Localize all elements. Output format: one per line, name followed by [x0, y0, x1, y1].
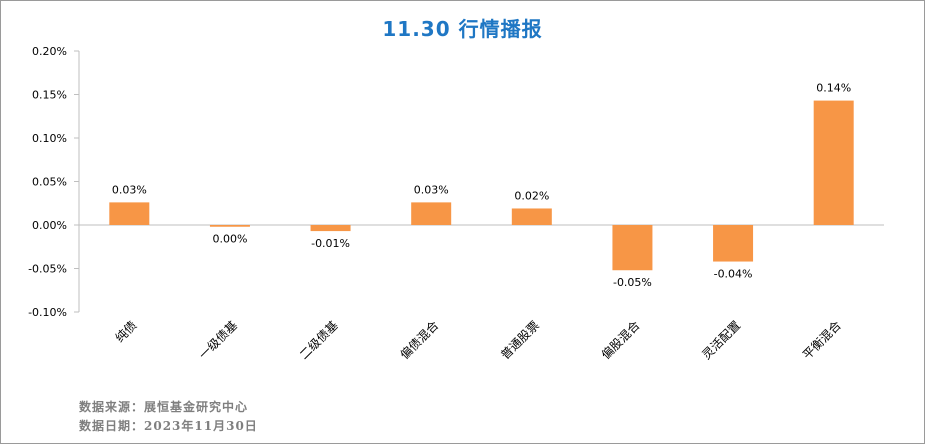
data-label: -0.01% [311, 237, 350, 250]
bar-7 [713, 225, 754, 262]
y-tick-label: 0.10% [32, 132, 67, 145]
bar-2 [209, 225, 250, 227]
category-label: 纯债 [113, 318, 140, 345]
data-source-note: 数据来源：展恒基金研究中心 [79, 400, 249, 414]
data-date-note: 数据日期：2023年11月30日 [79, 419, 258, 433]
category-label: 二级债基 [297, 318, 341, 362]
data-label: 0.00% [212, 233, 247, 246]
category-label: 灵活配置 [699, 318, 743, 362]
y-tick-label: 0.15% [32, 89, 67, 102]
chart-title: 11.30 行情播报 [382, 17, 543, 41]
data-label: 0.03% [414, 183, 449, 196]
category-label: 普通股票 [498, 318, 542, 362]
category-label: 平衡混合 [799, 318, 844, 363]
data-label: -0.04% [714, 268, 753, 281]
bar-1 [109, 202, 150, 225]
y-tick-label: -0.05% [28, 263, 67, 276]
y-tick-label: 0.00% [32, 219, 67, 232]
y-tick-label: 0.05% [32, 176, 67, 189]
data-label: -0.05% [613, 276, 652, 289]
bar-8 [813, 100, 854, 225]
y-tick-label: 0.20% [32, 45, 67, 58]
category-label: 偏股混合 [598, 318, 643, 363]
bar-3 [310, 225, 351, 232]
data-label: 0.03% [112, 183, 147, 196]
category-label: 一级债基 [196, 318, 240, 362]
bar-6 [612, 225, 653, 271]
data-label: 0.14% [816, 82, 851, 95]
bar-5 [511, 208, 552, 225]
category-label: 偏债混合 [397, 318, 442, 363]
y-tick-label: -0.10% [28, 306, 67, 319]
data-label: 0.02% [514, 189, 549, 202]
bar-4 [411, 202, 452, 225]
